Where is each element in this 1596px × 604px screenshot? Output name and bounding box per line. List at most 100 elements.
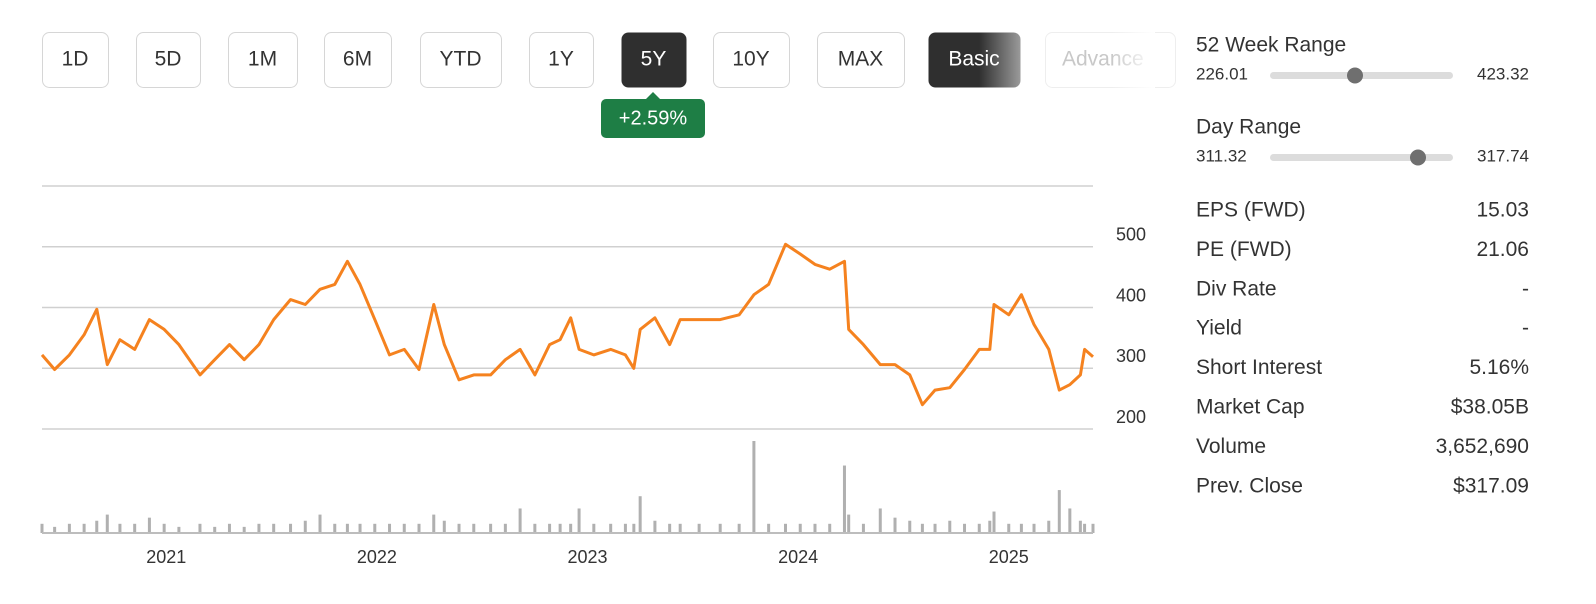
volume-bar (1091, 523, 1095, 533)
volume-bar (842, 465, 846, 533)
button-label: 6M (343, 48, 372, 71)
range-label: 52 Week Range (1196, 34, 1346, 57)
button-box (42, 32, 109, 88)
volume-bar (893, 517, 897, 533)
volume-bar (518, 508, 522, 533)
volume-bar (402, 523, 406, 533)
stat-value: 15.03 (1476, 199, 1529, 222)
volume-bar (289, 523, 293, 533)
change-badge: +2.59% (601, 92, 705, 138)
x-tick-label: 2024 (778, 547, 818, 567)
volume-bar (828, 523, 832, 533)
stat-label: Volume (1196, 435, 1266, 458)
volume-bar (718, 523, 722, 533)
volume-bar (861, 523, 865, 533)
stat-label: Market Cap (1196, 396, 1305, 419)
button-box (817, 32, 905, 88)
volume-bar (442, 520, 446, 533)
toolbar-button[interactable]: 1D (42, 32, 109, 88)
stat-label: Div Rate (1196, 277, 1277, 300)
volume-bar (638, 496, 642, 533)
volume-bar (948, 520, 952, 533)
volume-bar (878, 508, 882, 533)
volume-bar (333, 523, 337, 533)
stat-value: $317.09 (1453, 474, 1529, 497)
badge-text: +2.59% (619, 107, 688, 129)
volume-bar (318, 514, 322, 533)
volume-bar (752, 441, 756, 533)
volume-bar (992, 511, 996, 533)
volume-bar (257, 523, 261, 533)
volume-bar (1057, 490, 1061, 533)
button-box (228, 32, 298, 88)
toolbar-button[interactable]: 5Y (621, 32, 687, 88)
stat-value: 3,652,690 (1436, 435, 1529, 458)
volume-bar (1047, 520, 1051, 533)
volume-bar (1007, 523, 1011, 533)
range-low: 311.32 (1196, 146, 1247, 165)
volume-bar (920, 523, 924, 533)
toolbar-button[interactable]: 1M (228, 32, 298, 88)
y-tick-label: 500 (1116, 225, 1146, 245)
toolbar-button[interactable]: 10Y (713, 32, 790, 88)
volume-bar (472, 523, 476, 533)
stat-label: EPS (FWD) (1196, 199, 1306, 222)
x-tick-label: 2023 (567, 547, 607, 567)
button-box (420, 32, 502, 88)
stat-value: 21.06 (1476, 238, 1529, 261)
volume-bar (1019, 523, 1023, 533)
range-high: 423.32 (1477, 64, 1529, 83)
volume-bar (548, 523, 552, 533)
button-box (136, 32, 201, 88)
button-label: 1M (248, 48, 277, 71)
volume-bar (767, 523, 771, 533)
volume-bar (95, 520, 99, 533)
volume-bar (432, 514, 436, 533)
toolbar-button[interactable]: Basic (928, 32, 1021, 88)
volume-bar (162, 523, 166, 533)
volume-bar (847, 514, 851, 533)
volume-bar (653, 520, 657, 533)
button-label: 1D (62, 48, 89, 71)
volume-bar (632, 523, 636, 533)
button-label: 5D (155, 48, 182, 71)
range-low: 226.01 (1196, 64, 1248, 83)
volume-bar (503, 523, 507, 533)
volume-bar (147, 517, 151, 533)
toolbar-button[interactable]: 1Y (529, 32, 594, 88)
volume-bar (345, 523, 349, 533)
range-track (1270, 154, 1453, 161)
volume-bar (569, 523, 573, 533)
badge-box (601, 99, 705, 138)
stat-label: Short Interest (1196, 356, 1322, 379)
volume-bar (82, 523, 86, 533)
volume-bar (798, 523, 802, 533)
button-label: YTD (440, 48, 482, 71)
volume-bar (388, 523, 392, 533)
range-label: Day Range (1196, 116, 1301, 139)
volume-bar (697, 523, 701, 533)
toolbar-button[interactable]: 5D (136, 32, 201, 88)
button-box (621, 32, 687, 88)
toolbar-button[interactable]: MAX (817, 32, 905, 88)
volume-bar (105, 514, 109, 533)
volume-bar (533, 523, 537, 533)
toolbar-button[interactable]: YTD (420, 32, 502, 88)
y-tick-label: 300 (1116, 346, 1146, 366)
toolbar-button[interactable]: 6M (324, 32, 392, 88)
stat-label: PE (FWD) (1196, 238, 1292, 261)
volume-bar (373, 523, 377, 533)
stat-value: - (1522, 317, 1529, 340)
volume-bar (1078, 520, 1082, 533)
button-label: Basic (948, 48, 999, 71)
button-box (324, 32, 392, 88)
volume-bar (133, 523, 137, 533)
volume-bar (227, 523, 231, 533)
range-marker (1347, 67, 1363, 84)
stat-value: $38.05B (1451, 396, 1529, 419)
range-high: 317.74 (1477, 146, 1529, 165)
stat-value: 5.16% (1469, 356, 1529, 379)
stat-value: - (1522, 277, 1529, 300)
volume-bar (558, 523, 562, 533)
